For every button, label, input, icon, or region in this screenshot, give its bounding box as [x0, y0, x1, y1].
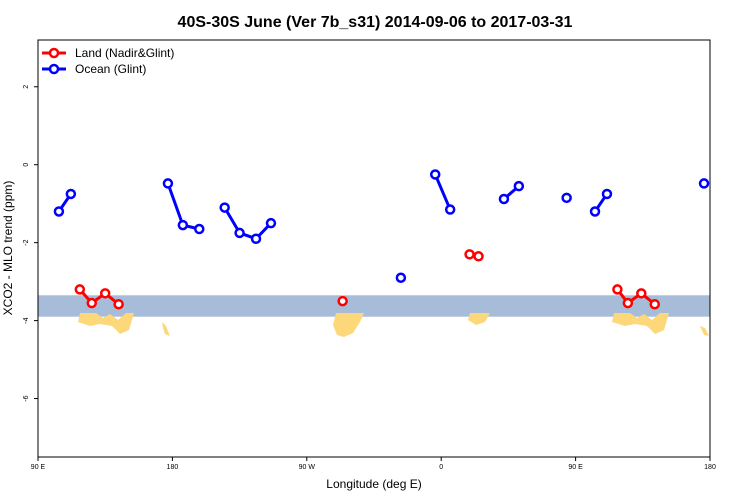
data-point-ocean — [561, 192, 572, 204]
data-point-land — [86, 297, 98, 309]
legend-marker-land — [48, 47, 60, 59]
x-tick-label: 180 — [167, 464, 179, 471]
data-point-ocean — [53, 206, 65, 217]
data-point-ocean — [234, 227, 245, 239]
series-line-land — [78, 288, 120, 306]
y-axis: 2 0 -2 -4 -6 — [23, 85, 38, 402]
series-line-ocean — [433, 173, 452, 211]
data-point-ocean — [194, 223, 205, 235]
y-tick-label: 2 — [23, 85, 30, 89]
legend-label-land: Land (Nadir&Glint) — [75, 46, 174, 60]
series-line-land — [616, 288, 656, 306]
data-point-ocean — [698, 178, 710, 189]
data-point-ocean — [265, 217, 277, 229]
x-axis: 90 E 180 90 W 0 90 E 180 — [31, 457, 716, 471]
data-point-ocean — [444, 204, 456, 215]
data-point-ocean — [162, 178, 174, 189]
x-axis-label: Longitude (deg E) — [326, 477, 421, 491]
data-point-ocean — [589, 206, 601, 217]
land-shape — [333, 313, 364, 337]
land-shapes-layer — [78, 313, 709, 337]
y-tick-label: -4 — [23, 317, 30, 323]
data-point-land — [473, 251, 484, 262]
latitude-band — [38, 295, 710, 317]
y-tick-label: -2 — [23, 239, 30, 245]
data-point-ocean — [65, 188, 77, 200]
data-point-ocean — [429, 169, 441, 180]
data-point-land — [113, 298, 124, 310]
data-point-ocean — [395, 272, 407, 283]
x-tick-label: 0 — [439, 464, 443, 471]
y-axis-label: XCO2 - MLO trend (ppm) — [1, 181, 15, 316]
legend: Land (Nadir&Glint) Ocean (Glint) — [42, 46, 174, 76]
data-point-ocean — [601, 188, 613, 200]
x-tick-label: 90 E — [31, 464, 46, 471]
land-shape — [700, 326, 709, 336]
x-tick-label: 90 W — [299, 464, 316, 471]
data-point-land — [612, 284, 623, 295]
land-shape — [468, 313, 490, 325]
data-point-ocean — [498, 193, 510, 205]
x-tick-label: 180 — [704, 464, 716, 471]
data-point-ocean — [177, 219, 189, 231]
data-point-land — [99, 288, 111, 299]
data-point-ocean — [513, 180, 525, 192]
data-point-land — [464, 249, 475, 260]
data-point-land — [636, 288, 647, 299]
y-tick-label: 0 — [23, 163, 30, 167]
data-point-land — [649, 298, 660, 310]
land-shape — [612, 313, 669, 334]
land-shape — [162, 322, 170, 336]
y-tick-label: -6 — [23, 395, 30, 401]
series-layer — [53, 169, 710, 310]
data-point-land — [337, 295, 348, 307]
latitude-band-layer — [38, 295, 710, 317]
series-line-ocean — [223, 206, 273, 241]
plot-frame — [37, 39, 711, 458]
data-point-ocean — [219, 202, 230, 213]
chart-title: 40S-30S June (Ver 7b_s31) 2014-09-06 to … — [178, 14, 573, 31]
data-point-land — [622, 297, 634, 309]
data-point-ocean — [250, 233, 262, 245]
x-tick-label: 90 E — [568, 464, 583, 471]
legend-marker-ocean — [48, 63, 60, 75]
legend-label-ocean: Ocean (Glint) — [75, 62, 146, 76]
data-point-land — [74, 284, 86, 295]
land-shape — [78, 313, 134, 334]
